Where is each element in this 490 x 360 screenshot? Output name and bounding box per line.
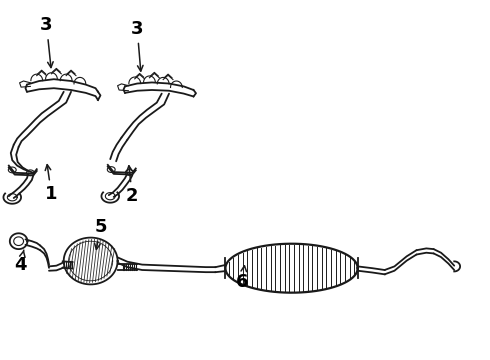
Text: 4: 4 bbox=[14, 250, 27, 274]
Text: 1: 1 bbox=[45, 165, 58, 203]
Circle shape bbox=[107, 167, 115, 172]
Text: 3: 3 bbox=[131, 20, 144, 71]
Circle shape bbox=[26, 170, 34, 176]
Text: 2: 2 bbox=[126, 166, 139, 205]
Text: 6: 6 bbox=[236, 266, 249, 291]
Text: 5: 5 bbox=[94, 218, 107, 249]
Circle shape bbox=[125, 170, 133, 175]
Circle shape bbox=[8, 167, 16, 173]
Text: 3: 3 bbox=[40, 16, 53, 68]
